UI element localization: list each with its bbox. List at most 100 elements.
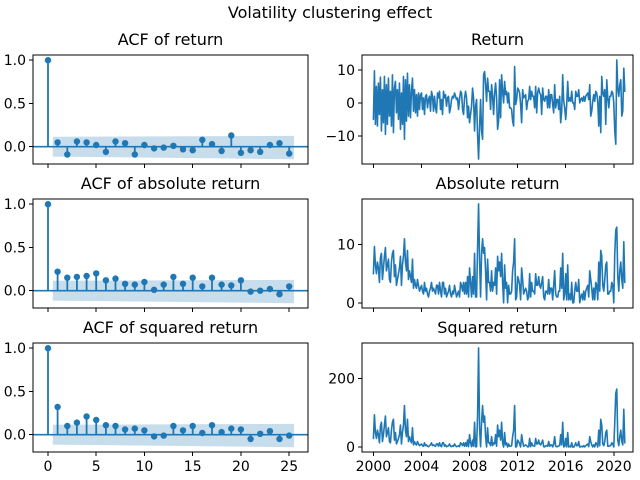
y-tick-label: 0: [346, 440, 355, 456]
acf-marker: [141, 278, 148, 286]
acf-marker: [276, 291, 283, 298]
axes-frame: [32, 342, 309, 453]
y-tick-label: 1.0: [4, 341, 26, 357]
acf-marker: [218, 428, 225, 436]
series-line: [372, 59, 626, 160]
subplot-acf-absolute-return: 1.0 0.5 0.0: [4, 197, 309, 312]
acf-marker: [189, 147, 196, 154]
acf-marker: [247, 435, 254, 443]
acf-marker: [189, 422, 196, 430]
x-tick-label: 2008: [452, 459, 488, 475]
acf-marker: [237, 277, 245, 284]
acf-marker: [83, 272, 90, 280]
acf-marker: [276, 435, 283, 443]
acf-marker: [257, 430, 264, 437]
series-line: [372, 347, 626, 448]
acf-marker: [286, 283, 293, 290]
y-tick-label: 1.0: [4, 53, 26, 69]
acf-marker: [64, 274, 71, 281]
acf-marker: [179, 280, 187, 287]
y-tick-label: 1.0: [4, 197, 26, 213]
x-tick-label: 20: [232, 459, 250, 475]
subplot-acf-return: 1.0 0.5 0.0: [4, 53, 309, 168]
acf-marker: [64, 151, 71, 158]
acf-marker: [93, 141, 100, 149]
y-tick-label: 0.0: [4, 140, 26, 156]
x-tick-label: 2016: [548, 459, 584, 475]
subplot-title-acf-squared-return: ACF of squared return: [82, 318, 259, 337]
x-tick-label: 25: [280, 459, 298, 475]
acf-marker: [257, 148, 264, 156]
acf-marker: [160, 281, 167, 288]
x-tick-label: 2012: [500, 459, 536, 475]
acf-marker: [121, 426, 129, 433]
x-tick-label: 2004: [404, 459, 440, 475]
axes-frame: [32, 54, 309, 165]
acf-marker: [286, 150, 293, 157]
subplot-title-acf-return: ACF of return: [117, 30, 224, 49]
acf-marker: [141, 141, 148, 149]
x-tick-label: 15: [184, 459, 202, 475]
y-tick-label: 0.5: [4, 240, 26, 256]
y-tick-label: 0: [346, 96, 355, 112]
acf-marker: [112, 138, 119, 145]
subplot-title-acf-absolute-return: ACF of absolute return: [80, 174, 261, 193]
acf-marker: [93, 416, 100, 424]
acf-marker: [73, 419, 81, 426]
axes-frame: [361, 198, 634, 309]
acf-marker: [199, 283, 206, 290]
acf-marker: [208, 422, 216, 429]
y-tick-label: 10: [337, 63, 355, 79]
y-tick-label: 0.0: [4, 428, 26, 444]
figure-suptitle: Volatility clustering effect: [227, 3, 433, 22]
acf-marker: [266, 428, 274, 435]
subplot-title-return: Return: [470, 30, 525, 49]
axes-frame: [361, 342, 634, 453]
x-tick-label: 2020: [596, 459, 632, 475]
acf-marker: [141, 427, 148, 434]
acf-marker: [64, 422, 71, 430]
acf-marker: [102, 277, 110, 284]
acf-marker: [150, 145, 158, 152]
axes-frame: [32, 198, 309, 309]
acf-marker: [160, 432, 167, 439]
axes-frame: [361, 54, 634, 165]
acf-marker: [121, 280, 129, 287]
acf-marker: [228, 425, 235, 432]
acf-marker: [199, 136, 206, 143]
acf-marker: [179, 146, 187, 153]
subplot-absolute-return: 10 0: [337, 198, 634, 312]
acf-marker: [218, 281, 225, 288]
acf-marker: [73, 138, 81, 145]
acf-marker: [179, 427, 187, 434]
acf-marker: [131, 425, 138, 432]
acf-marker: [228, 282, 235, 289]
x-tick-label: 10: [135, 459, 153, 475]
acf-marker: [276, 140, 283, 147]
acf-marker: [257, 287, 264, 294]
acf-marker: [112, 275, 119, 282]
acf-marker: [102, 422, 110, 429]
y-tick-label: 0: [346, 296, 355, 312]
y-tick-label: −10: [325, 129, 355, 145]
y-tick-label: 0.5: [4, 384, 26, 400]
acf-marker: [73, 273, 81, 281]
x-tick-label: 2000: [356, 459, 392, 475]
y-tick-label: 200: [328, 371, 355, 387]
acf-marker: [266, 285, 274, 293]
y-tick-label: 0.5: [4, 96, 26, 112]
acf-marker: [266, 141, 274, 149]
acf-marker: [150, 433, 158, 440]
acf-marker: [170, 142, 177, 149]
y-tick-label: 0.0: [4, 284, 26, 300]
acf-marker: [160, 144, 167, 151]
acf-marker: [44, 57, 52, 64]
acf-marker: [83, 413, 90, 420]
acf-marker: [170, 422, 177, 430]
x-tick-label: 0: [44, 459, 53, 475]
acf-marker: [218, 147, 225, 155]
acf-marker: [131, 281, 138, 288]
